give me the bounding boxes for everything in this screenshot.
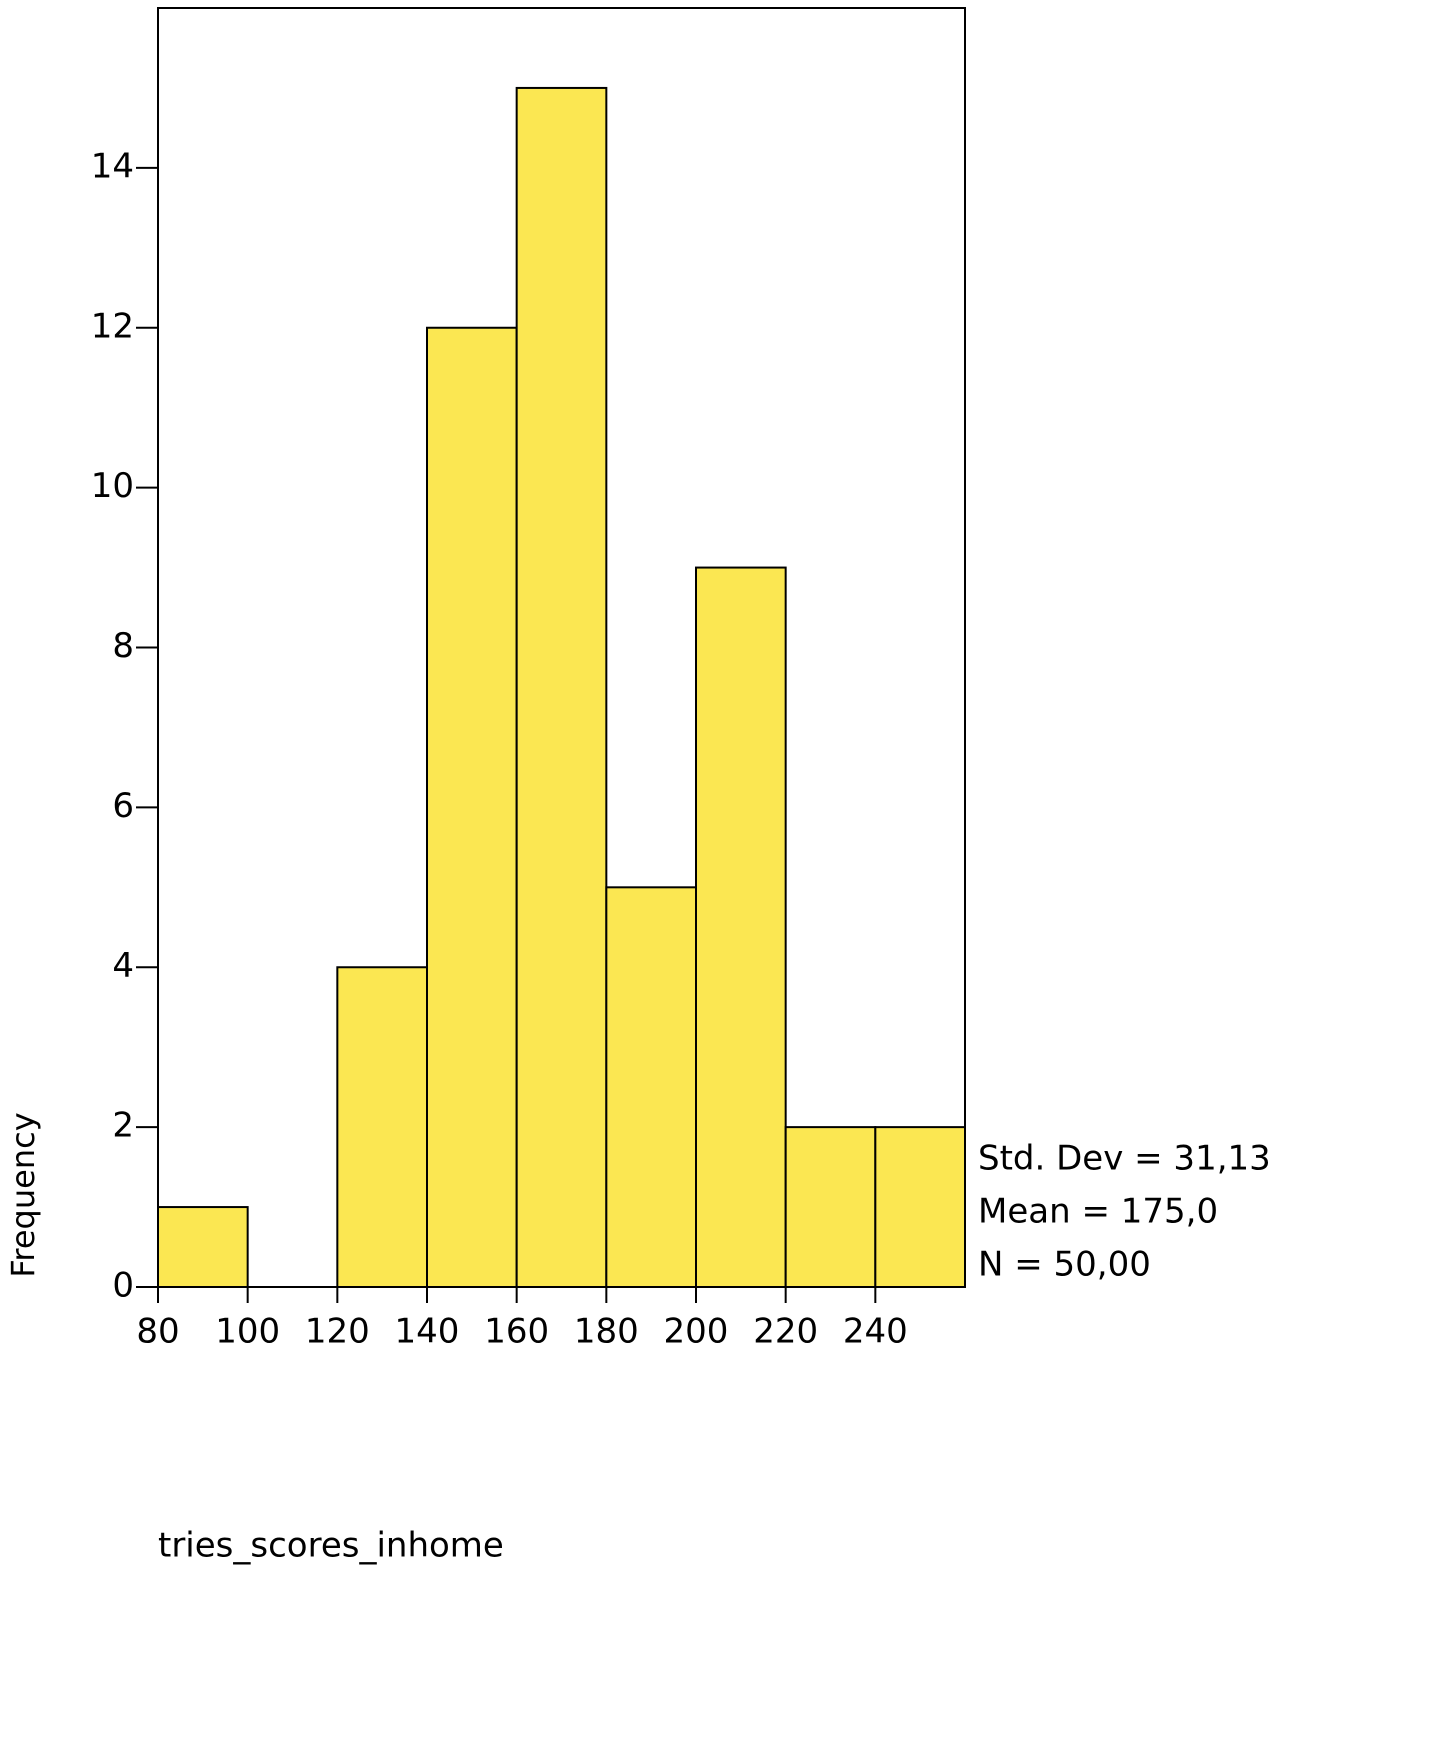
y-tick-label: 10 bbox=[91, 466, 134, 506]
bar bbox=[874, 1126, 966, 1288]
bar bbox=[157, 1206, 249, 1288]
y-tick-label: 14 bbox=[91, 146, 134, 186]
x-tick-label: 160 bbox=[484, 1312, 549, 1352]
y-tick-label: 12 bbox=[91, 306, 134, 346]
y-tick-label: 2 bbox=[112, 1106, 134, 1146]
stat-annotation: Std. Dev = 31,13 bbox=[978, 1139, 1271, 1179]
bar bbox=[515, 86, 608, 1288]
x-tick-label: 140 bbox=[395, 1312, 460, 1352]
x-tick-label: 100 bbox=[215, 1312, 280, 1352]
x-tick-label: 220 bbox=[753, 1312, 818, 1352]
y-tick-label: 4 bbox=[112, 946, 134, 986]
y-tick-label: 8 bbox=[112, 626, 134, 666]
x-tick-label: 200 bbox=[664, 1312, 729, 1352]
stat-annotation: N = 50,00 bbox=[978, 1245, 1151, 1285]
y-axis-label: Frequency bbox=[4, 1112, 42, 1277]
x-axis-label: tries_scores_inhome bbox=[158, 1526, 504, 1566]
x-tick-label: 180 bbox=[574, 1312, 639, 1352]
bar bbox=[605, 886, 697, 1288]
y-tick-label: 6 bbox=[112, 786, 134, 826]
bar bbox=[336, 966, 429, 1288]
bar bbox=[695, 566, 787, 1288]
stat-annotation: Mean = 175,0 bbox=[978, 1192, 1218, 1232]
x-tick-label: 120 bbox=[305, 1312, 370, 1352]
x-tick-label: 80 bbox=[136, 1312, 179, 1352]
x-tick-label: 240 bbox=[843, 1312, 908, 1352]
y-tick-label: 0 bbox=[112, 1266, 134, 1306]
bar bbox=[784, 1126, 877, 1288]
bar bbox=[426, 326, 518, 1288]
